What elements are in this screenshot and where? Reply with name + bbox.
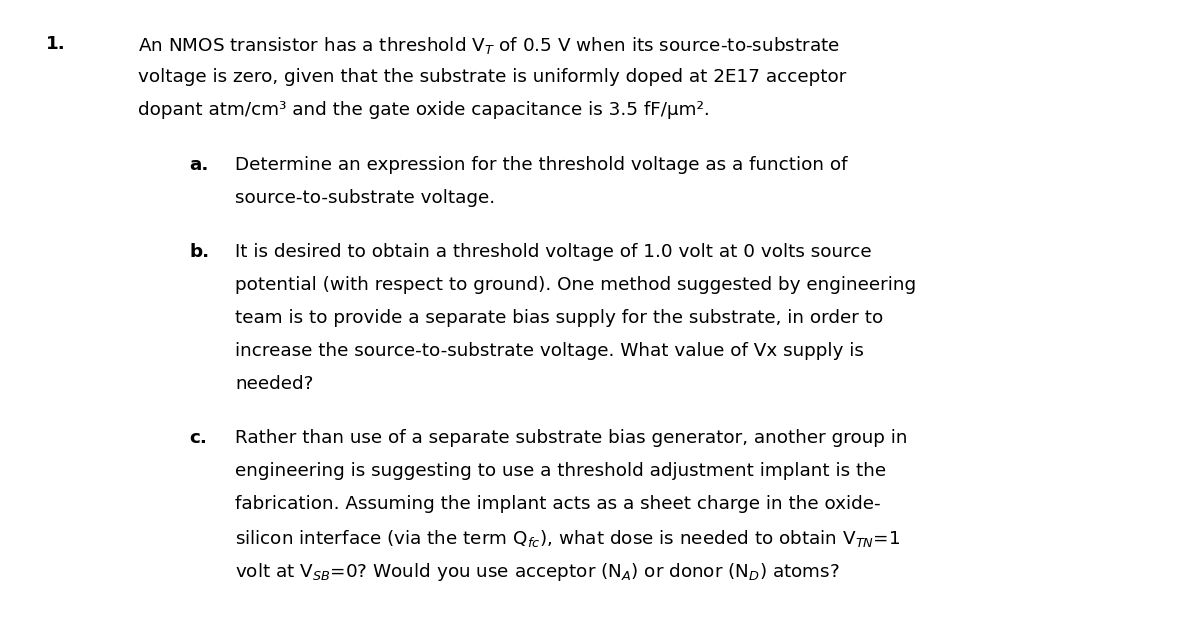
Text: silicon interface (via the term Q$_{fc}$), what dose is needed to obtain V$_{TN}: silicon interface (via the term Q$_{fc}$… (235, 528, 900, 549)
Text: team is to provide a separate bias supply for the substrate, in order to: team is to provide a separate bias suppl… (235, 309, 883, 326)
Text: Determine an expression for the threshold voltage as a function of: Determine an expression for the threshol… (235, 156, 847, 173)
Text: b.: b. (190, 243, 210, 260)
Text: voltage is zero, given that the substrate is uniformly doped at 2E17 acceptor: voltage is zero, given that the substrat… (138, 68, 846, 86)
Text: An NMOS transistor has a threshold V$_T$ of 0.5 V when its source-to-substrate: An NMOS transistor has a threshold V$_T$… (138, 35, 840, 56)
Text: increase the source-to-substrate voltage. What value of Vx supply is: increase the source-to-substrate voltage… (235, 342, 864, 359)
Text: It is desired to obtain a threshold voltage of 1.0 volt at 0 volts source: It is desired to obtain a threshold volt… (235, 243, 872, 260)
Text: fabrication. Assuming the implant acts as a sheet charge in the oxide-: fabrication. Assuming the implant acts a… (235, 495, 881, 512)
Text: potential (with respect to ground). One method suggested by engineering: potential (with respect to ground). One … (235, 276, 917, 293)
Text: a.: a. (190, 156, 209, 173)
Text: Rather than use of a separate substrate bias generator, another group in: Rather than use of a separate substrate … (235, 429, 907, 446)
Text: volt at V$_{SB}$=0? Would you use acceptor (N$_A$) or donor (N$_D$) atoms?: volt at V$_{SB}$=0? Would you use accept… (235, 561, 840, 583)
Text: needed?: needed? (235, 375, 313, 392)
Text: engineering is suggesting to use a threshold adjustment implant is the: engineering is suggesting to use a thres… (235, 462, 887, 479)
Text: c.: c. (190, 429, 208, 446)
Text: source-to-substrate voltage.: source-to-substrate voltage. (235, 189, 496, 206)
Text: 1.: 1. (46, 35, 65, 53)
Text: dopant atm/cm³ and the gate oxide capacitance is 3.5 fF/μm².: dopant atm/cm³ and the gate oxide capaci… (138, 101, 709, 119)
